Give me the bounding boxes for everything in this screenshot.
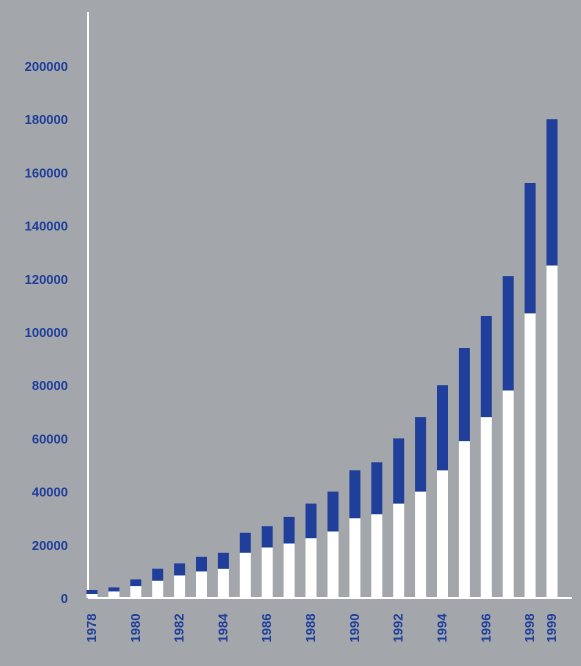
x-tick-label: 1996 [478, 614, 493, 643]
bar-1993-segment-2 [415, 417, 427, 492]
x-tick-label: 1984 [215, 613, 230, 643]
y-tick-label: 180000 [25, 112, 68, 127]
bar-1981-segment-2 [152, 568, 164, 581]
bar-1998-segment-1 [524, 313, 536, 598]
y-tick-label: 40000 [32, 485, 68, 500]
x-tick-label: 1978 [84, 614, 99, 643]
bar-1981-segment-1 [152, 580, 164, 598]
bar-1982-segment-1 [174, 575, 186, 598]
bar-1979-segment-2 [108, 587, 120, 592]
bar-1993-segment-1 [415, 491, 427, 598]
x-tick-label: 1992 [391, 614, 406, 643]
bar-1984-segment-1 [217, 568, 229, 598]
y-tick-label: 120000 [25, 272, 68, 287]
bar-1980-segment-2 [130, 579, 142, 587]
x-tick-label: 1988 [303, 614, 318, 643]
bar-1978-segment-2 [86, 590, 98, 594]
bar-1990-segment-1 [349, 518, 361, 598]
bar-1994-segment-2 [437, 385, 448, 471]
bar-1987-segment-2 [283, 516, 295, 544]
bar-1996-segment-1 [480, 417, 492, 598]
bar-1985-segment-1 [239, 552, 251, 598]
bar-1999-segment-2 [546, 119, 558, 266]
y-tick-label: 160000 [25, 165, 68, 180]
bar-1989-segment-2 [327, 491, 339, 532]
bar-1990-segment-2 [349, 470, 361, 519]
bar-1988-segment-1 [305, 538, 317, 598]
x-tick-label: 1982 [172, 614, 187, 643]
x-tick-labels: 1978 1980 1982 1984 1986 1988 1990 1992 1994 1996… [84, 613, 559, 643]
y-tick-label: 0 [61, 591, 68, 606]
bar-1992-segment-2 [393, 438, 405, 504]
y-tick-label: 140000 [25, 219, 68, 234]
bar-1991-segment-1 [371, 514, 383, 598]
y-tick-label: 200000 [25, 59, 68, 74]
bar-1999-segment-1 [546, 265, 558, 598]
bar-1980-segment-1 [130, 586, 142, 598]
x-tick-label: 1998 [522, 614, 537, 643]
bar-1997-segment-1 [502, 390, 514, 598]
x-tick-label: 1999 [544, 614, 559, 643]
x-tick-label: 1986 [259, 614, 274, 643]
bar-1994-segment-1 [437, 470, 448, 598]
bar-1984-segment-2 [217, 552, 229, 569]
bar-1989-segment-1 [327, 531, 339, 598]
x-tick-label: 1990 [347, 614, 362, 643]
x-tick-label: 1994 [434, 613, 449, 643]
y-tick-label: 100000 [25, 325, 68, 340]
y-tick-label: 20000 [32, 538, 68, 553]
bar-1995-segment-1 [458, 441, 470, 598]
bar-1986-segment-2 [261, 526, 273, 548]
bar-1987-segment-1 [283, 543, 295, 598]
bar-1986-segment-1 [261, 547, 273, 598]
bar-1995-segment-2 [458, 348, 470, 442]
bar-1998-segment-2 [524, 183, 536, 314]
bar-1982-segment-2 [174, 563, 186, 576]
bar-1996-segment-2 [480, 316, 492, 418]
bar-1979-segment-1 [108, 591, 120, 599]
bar-1983-segment-1 [196, 571, 207, 598]
y-tick-label: 60000 [32, 431, 68, 446]
bar-1985-segment-2 [239, 532, 251, 553]
y-tick-label: 80000 [32, 378, 68, 393]
bar-1997-segment-2 [502, 276, 514, 391]
y-tick-labels: 0 20000 40000 60000 80000 100000 120000 140000 1… [25, 59, 68, 606]
x-tick-label: 1980 [128, 614, 143, 643]
bar-1983-segment-2 [196, 556, 207, 572]
bar-1991-segment-2 [371, 462, 383, 515]
bar-1992-segment-1 [393, 503, 405, 598]
bar-1988-segment-2 [305, 503, 317, 539]
bars-group [86, 119, 558, 599]
bar-1978-segment-1 [86, 594, 98, 598]
